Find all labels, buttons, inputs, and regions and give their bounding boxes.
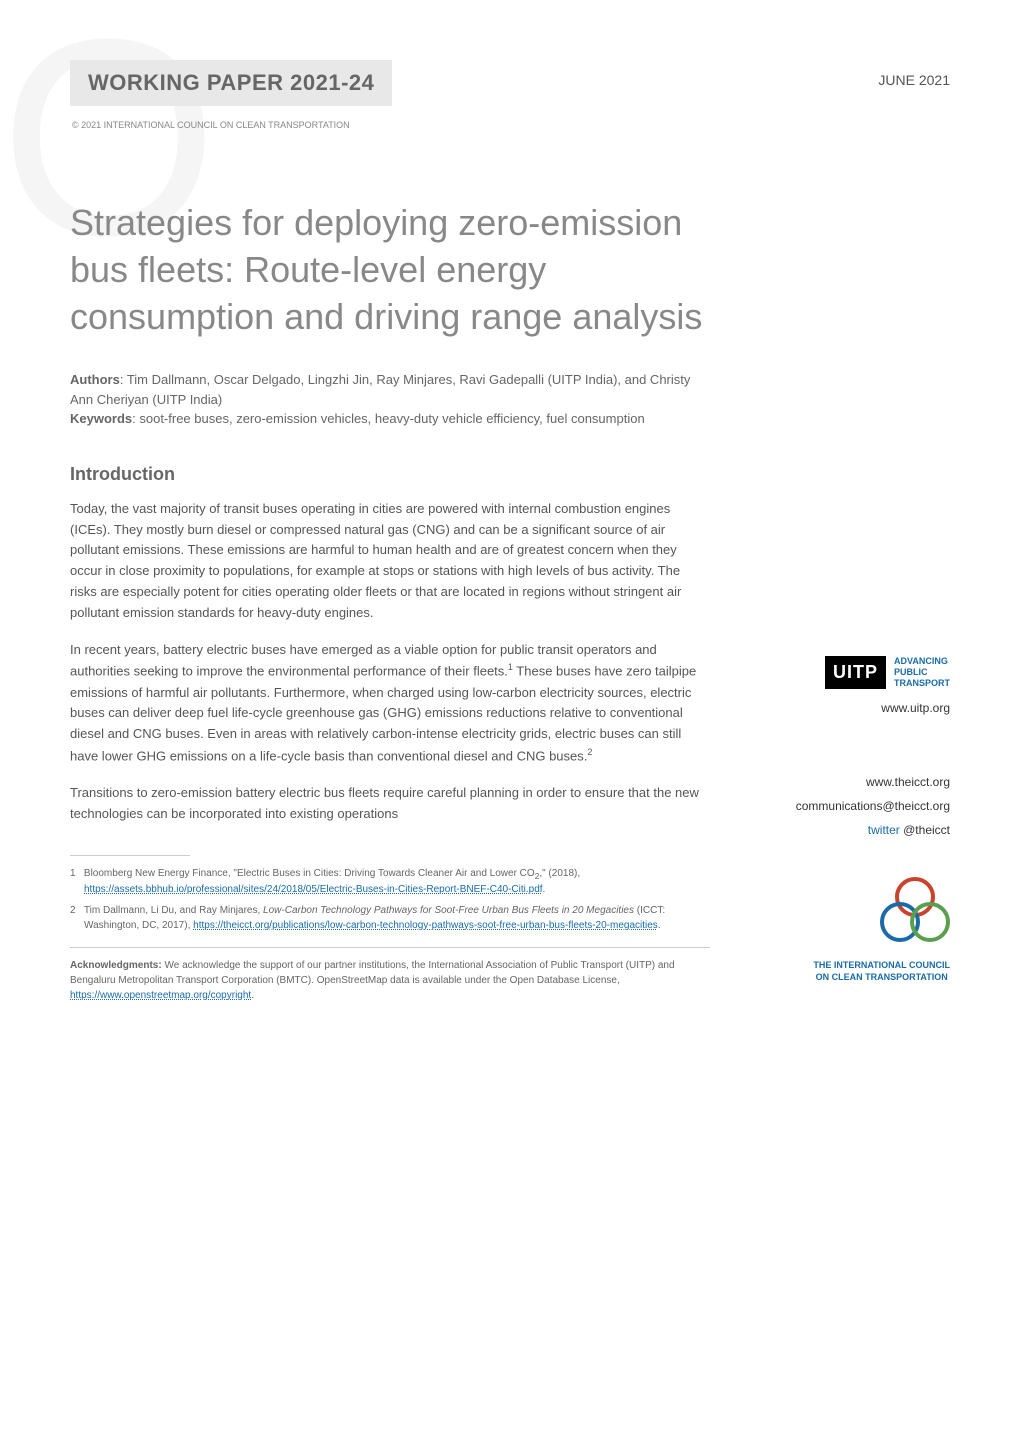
- footnote-1-link[interactable]: https://assets.bbhub.io/professional/sit…: [84, 884, 543, 895]
- acknowledgments-label: Acknowledgments:: [70, 960, 162, 971]
- uitp-logo: UITP ADVANCING PUBLIC TRANSPORT: [825, 656, 950, 689]
- main-column: Strategies for deploying zero-emission b…: [70, 200, 710, 1003]
- working-paper-bar: WORKING PAPER 2021-24: [70, 60, 392, 106]
- authors-line: Authors: Tim Dallmann, Oscar Delgado, Li…: [70, 370, 710, 409]
- footnote-2-text: Tim Dallmann, Li Du, and Ray Minjares,: [84, 905, 263, 916]
- uitp-line2: PUBLIC: [894, 667, 950, 678]
- footnote-2: 2 Tim Dallmann, Li Du, and Ray Minjares,…: [70, 903, 710, 933]
- icct-name-line1: THE INTERNATIONAL COUNCIL: [813, 960, 950, 972]
- authors-label: Authors: [70, 372, 120, 387]
- body-paragraph-3: Transitions to zero-emission battery ele…: [70, 783, 710, 825]
- footnote-ref-2: 2: [587, 747, 592, 757]
- acknowledgments-divider: [70, 947, 710, 948]
- keywords-line: Keywords: soot-free buses, zero-emission…: [70, 409, 710, 429]
- footnote-2-link[interactable]: https://theicct.org/publications/low-car…: [193, 920, 658, 931]
- page-title: Strategies for deploying zero-emission b…: [70, 200, 710, 340]
- twitter-handle: @theicct: [903, 823, 950, 837]
- footnote-2-italic: Low-Carbon Technology Pathways for Soot-…: [263, 905, 634, 916]
- authors-block: Authors: Tim Dallmann, Oscar Delgado, Li…: [70, 370, 710, 429]
- icct-links-block: www.theicct.org communications@theicct.o…: [796, 775, 950, 847]
- header-row: WORKING PAPER 2021-24 © 2021 INTERNATION…: [70, 60, 950, 130]
- uitp-line3: TRANSPORT: [894, 678, 950, 689]
- icct-logo-circles: [880, 877, 950, 947]
- uitp-url[interactable]: www.uitp.org: [881, 701, 950, 715]
- twitter-link[interactable]: twitter @theicct: [796, 823, 950, 837]
- copyright-text: © 2021 INTERNATIONAL COUNCIL ON CLEAN TR…: [72, 120, 392, 130]
- icct-url[interactable]: www.theicct.org: [796, 775, 950, 789]
- acknowledgments-block: Acknowledgments: We acknowledge the supp…: [70, 958, 710, 1003]
- date-label: JUNE 2021: [878, 72, 950, 88]
- working-paper-label: WORKING PAPER 2021-24: [88, 70, 374, 95]
- sidebar-column: UITP ADVANCING PUBLIC TRANSPORT www.uitp…: [750, 200, 950, 1003]
- footnote-divider: [70, 855, 190, 856]
- footnote-1: 1 Bloomberg New Energy Finance, "Electri…: [70, 866, 710, 897]
- footnote-2-end: .: [658, 920, 661, 931]
- footnote-1-num: 1: [70, 868, 76, 879]
- uitp-line1: ADVANCING: [894, 656, 950, 667]
- footnote-1-text: Bloomberg New Energy Finance, "Electric …: [84, 868, 535, 879]
- twitter-label: twitter: [868, 823, 903, 837]
- footnote-1-end: .: [543, 884, 546, 895]
- icct-email[interactable]: communications@theicct.org: [796, 799, 950, 813]
- keywords-text: : soot-free buses, zero-emission vehicle…: [132, 411, 645, 426]
- circle-green-icon: [910, 902, 950, 942]
- keywords-label: Keywords: [70, 411, 132, 426]
- uitp-logo-box: UITP: [825, 656, 886, 689]
- footnote-2-num: 2: [70, 905, 76, 916]
- footnote-1-text2: ," (2018),: [539, 868, 580, 879]
- acknowledgments-end: .: [251, 990, 254, 1001]
- authors-text: : Tim Dallmann, Oscar Delgado, Lingzhi J…: [70, 372, 690, 407]
- uitp-logo-text: ADVANCING PUBLIC TRANSPORT: [894, 656, 950, 688]
- icct-logo: THE INTERNATIONAL COUNCIL ON CLEAN TRANS…: [813, 877, 950, 983]
- body-paragraph-1: Today, the vast majority of transit buse…: [70, 499, 710, 624]
- icct-org-name: THE INTERNATIONAL COUNCIL ON CLEAN TRANS…: [813, 960, 950, 983]
- header-left: WORKING PAPER 2021-24 © 2021 INTERNATION…: [70, 60, 392, 130]
- section-heading-introduction: Introduction: [70, 464, 710, 485]
- acknowledgments-link[interactable]: https://www.openstreetmap.org/copyright: [70, 990, 251, 1001]
- icct-name-line2: ON CLEAN TRANSPORTATION: [813, 972, 950, 984]
- body-paragraph-2: In recent years, battery electric buses …: [70, 640, 710, 767]
